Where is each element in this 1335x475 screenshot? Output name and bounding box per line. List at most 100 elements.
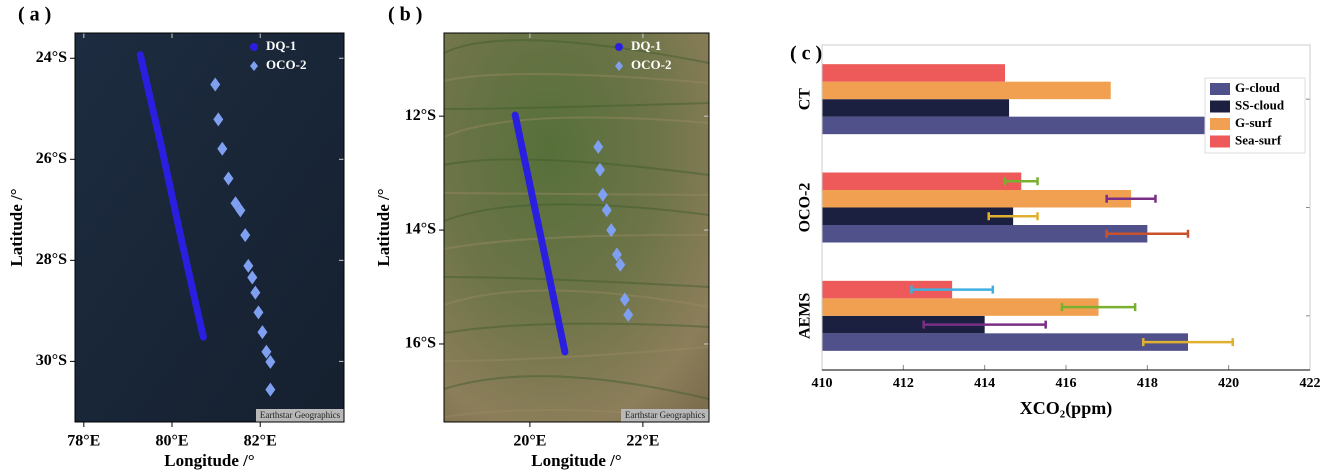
legend-marker bbox=[615, 43, 623, 51]
oco2-point bbox=[235, 203, 246, 218]
legend-label: OCO-2 bbox=[631, 57, 671, 72]
error-bar bbox=[987, 212, 1039, 221]
oco2-point bbox=[593, 139, 604, 154]
map-background bbox=[444, 33, 709, 422]
x-tick-label: 418 bbox=[1137, 376, 1158, 391]
legend-swatch bbox=[1210, 118, 1230, 130]
attribution-box bbox=[256, 409, 344, 422]
bar bbox=[822, 280, 953, 299]
error-bar bbox=[910, 285, 995, 294]
y-tick-label: 24°S bbox=[36, 49, 67, 66]
y-tick-label: CT bbox=[797, 88, 814, 111]
terrain-texture bbox=[443, 158, 710, 176]
oco2-point bbox=[243, 258, 254, 273]
panel-label: ( a ) bbox=[18, 4, 51, 26]
oco2-point bbox=[257, 325, 268, 340]
terrain-texture bbox=[443, 39, 710, 64]
terrain-texture bbox=[443, 375, 710, 400]
legend-swatch bbox=[1210, 100, 1230, 113]
y-tick-label: 26°S bbox=[36, 150, 67, 167]
terrain-texture bbox=[443, 102, 710, 110]
terrain-texture bbox=[443, 233, 710, 250]
terrain-texture bbox=[443, 322, 710, 334]
oco2-point bbox=[213, 112, 224, 127]
x-tick-label: 412 bbox=[893, 376, 914, 391]
legend-swatch bbox=[1210, 83, 1230, 95]
bar bbox=[822, 81, 1111, 100]
oco2-point bbox=[217, 141, 228, 156]
x-axis-label: Longitude /° bbox=[531, 451, 621, 470]
terrain-texture bbox=[443, 346, 710, 362]
y-axis-label: Latitude /° bbox=[7, 188, 26, 266]
oco2-point bbox=[240, 228, 251, 243]
oco2-point bbox=[623, 307, 634, 322]
bar bbox=[822, 207, 1014, 225]
oco2-point bbox=[223, 171, 234, 186]
oco2-point bbox=[594, 162, 605, 177]
y-tick-label: AEMS bbox=[797, 293, 814, 339]
attribution: Earthstar Geographics bbox=[260, 410, 341, 420]
x-tick-label: 80°E bbox=[155, 433, 188, 450]
terrain-texture bbox=[443, 192, 710, 196]
bar bbox=[822, 116, 1209, 135]
error-bar bbox=[1105, 194, 1157, 203]
y-tick-label: OCO-2 bbox=[797, 183, 814, 233]
legend-swatch bbox=[1210, 135, 1230, 148]
oco2-point bbox=[247, 270, 258, 285]
y-axis-label: Latitude /° bbox=[374, 188, 393, 266]
panel-label: ( b ) bbox=[388, 4, 422, 26]
bar bbox=[822, 172, 1022, 190]
x-tick-label: 416 bbox=[1056, 376, 1077, 391]
legend-label: Sea-surf bbox=[1235, 132, 1282, 147]
panel-label: ( c ) bbox=[790, 43, 822, 65]
error-bar bbox=[1060, 303, 1137, 312]
bar bbox=[822, 333, 1188, 351]
oco2-point bbox=[611, 247, 622, 262]
legend-marker bbox=[615, 61, 623, 71]
oco2-point bbox=[597, 187, 608, 202]
bar bbox=[822, 64, 1005, 82]
x-tick-label: 420 bbox=[1218, 376, 1239, 391]
attribution: Earthstar Geographics bbox=[625, 410, 706, 420]
oco2-point bbox=[210, 77, 221, 92]
bar bbox=[822, 315, 985, 334]
oco2-point bbox=[606, 223, 617, 238]
y-tick-label: 28°S bbox=[36, 251, 67, 268]
x-tick-label: 82°E bbox=[244, 433, 277, 450]
terrain-texture bbox=[443, 116, 710, 138]
x-axis-label: Longitude /° bbox=[164, 451, 254, 470]
x-tick-label: 22°E bbox=[626, 433, 659, 450]
legend-marker bbox=[250, 61, 258, 71]
legend-marker bbox=[250, 43, 258, 51]
oco2-point bbox=[253, 305, 264, 320]
oco2-point bbox=[601, 203, 612, 218]
y-tick-label: 16°S bbox=[405, 335, 436, 352]
error-bar bbox=[1142, 338, 1234, 347]
bar bbox=[822, 190, 1132, 208]
legend-label: SS-cloud bbox=[1235, 97, 1285, 112]
oco2-point bbox=[619, 292, 630, 307]
dq1-track bbox=[511, 111, 569, 356]
x-tick-label: 422 bbox=[1300, 376, 1321, 391]
legend-label: OCO-2 bbox=[266, 57, 306, 72]
legend-label: G-cloud bbox=[1235, 80, 1281, 95]
x-axis-label: XCO₂(ppm) bbox=[1020, 398, 1112, 419]
oco2-point bbox=[250, 285, 261, 300]
bar bbox=[822, 225, 1148, 243]
error-bar bbox=[1003, 177, 1039, 186]
terrain-texture bbox=[443, 72, 710, 84]
plot-frame bbox=[74, 32, 345, 423]
bar bbox=[822, 99, 1010, 117]
oco2-point bbox=[615, 257, 626, 272]
legend-label: DQ-1 bbox=[266, 38, 296, 53]
error-bar bbox=[1105, 229, 1190, 238]
oco2-point bbox=[265, 382, 276, 397]
oco2-point bbox=[265, 354, 276, 369]
y-tick-label: 30°S bbox=[36, 352, 67, 369]
x-tick-label: 410 bbox=[812, 376, 833, 391]
legend-label: G-surf bbox=[1235, 115, 1273, 130]
y-tick-label: 12°S bbox=[405, 107, 436, 124]
dq1-track bbox=[136, 51, 207, 341]
x-tick-label: 414 bbox=[974, 376, 995, 391]
